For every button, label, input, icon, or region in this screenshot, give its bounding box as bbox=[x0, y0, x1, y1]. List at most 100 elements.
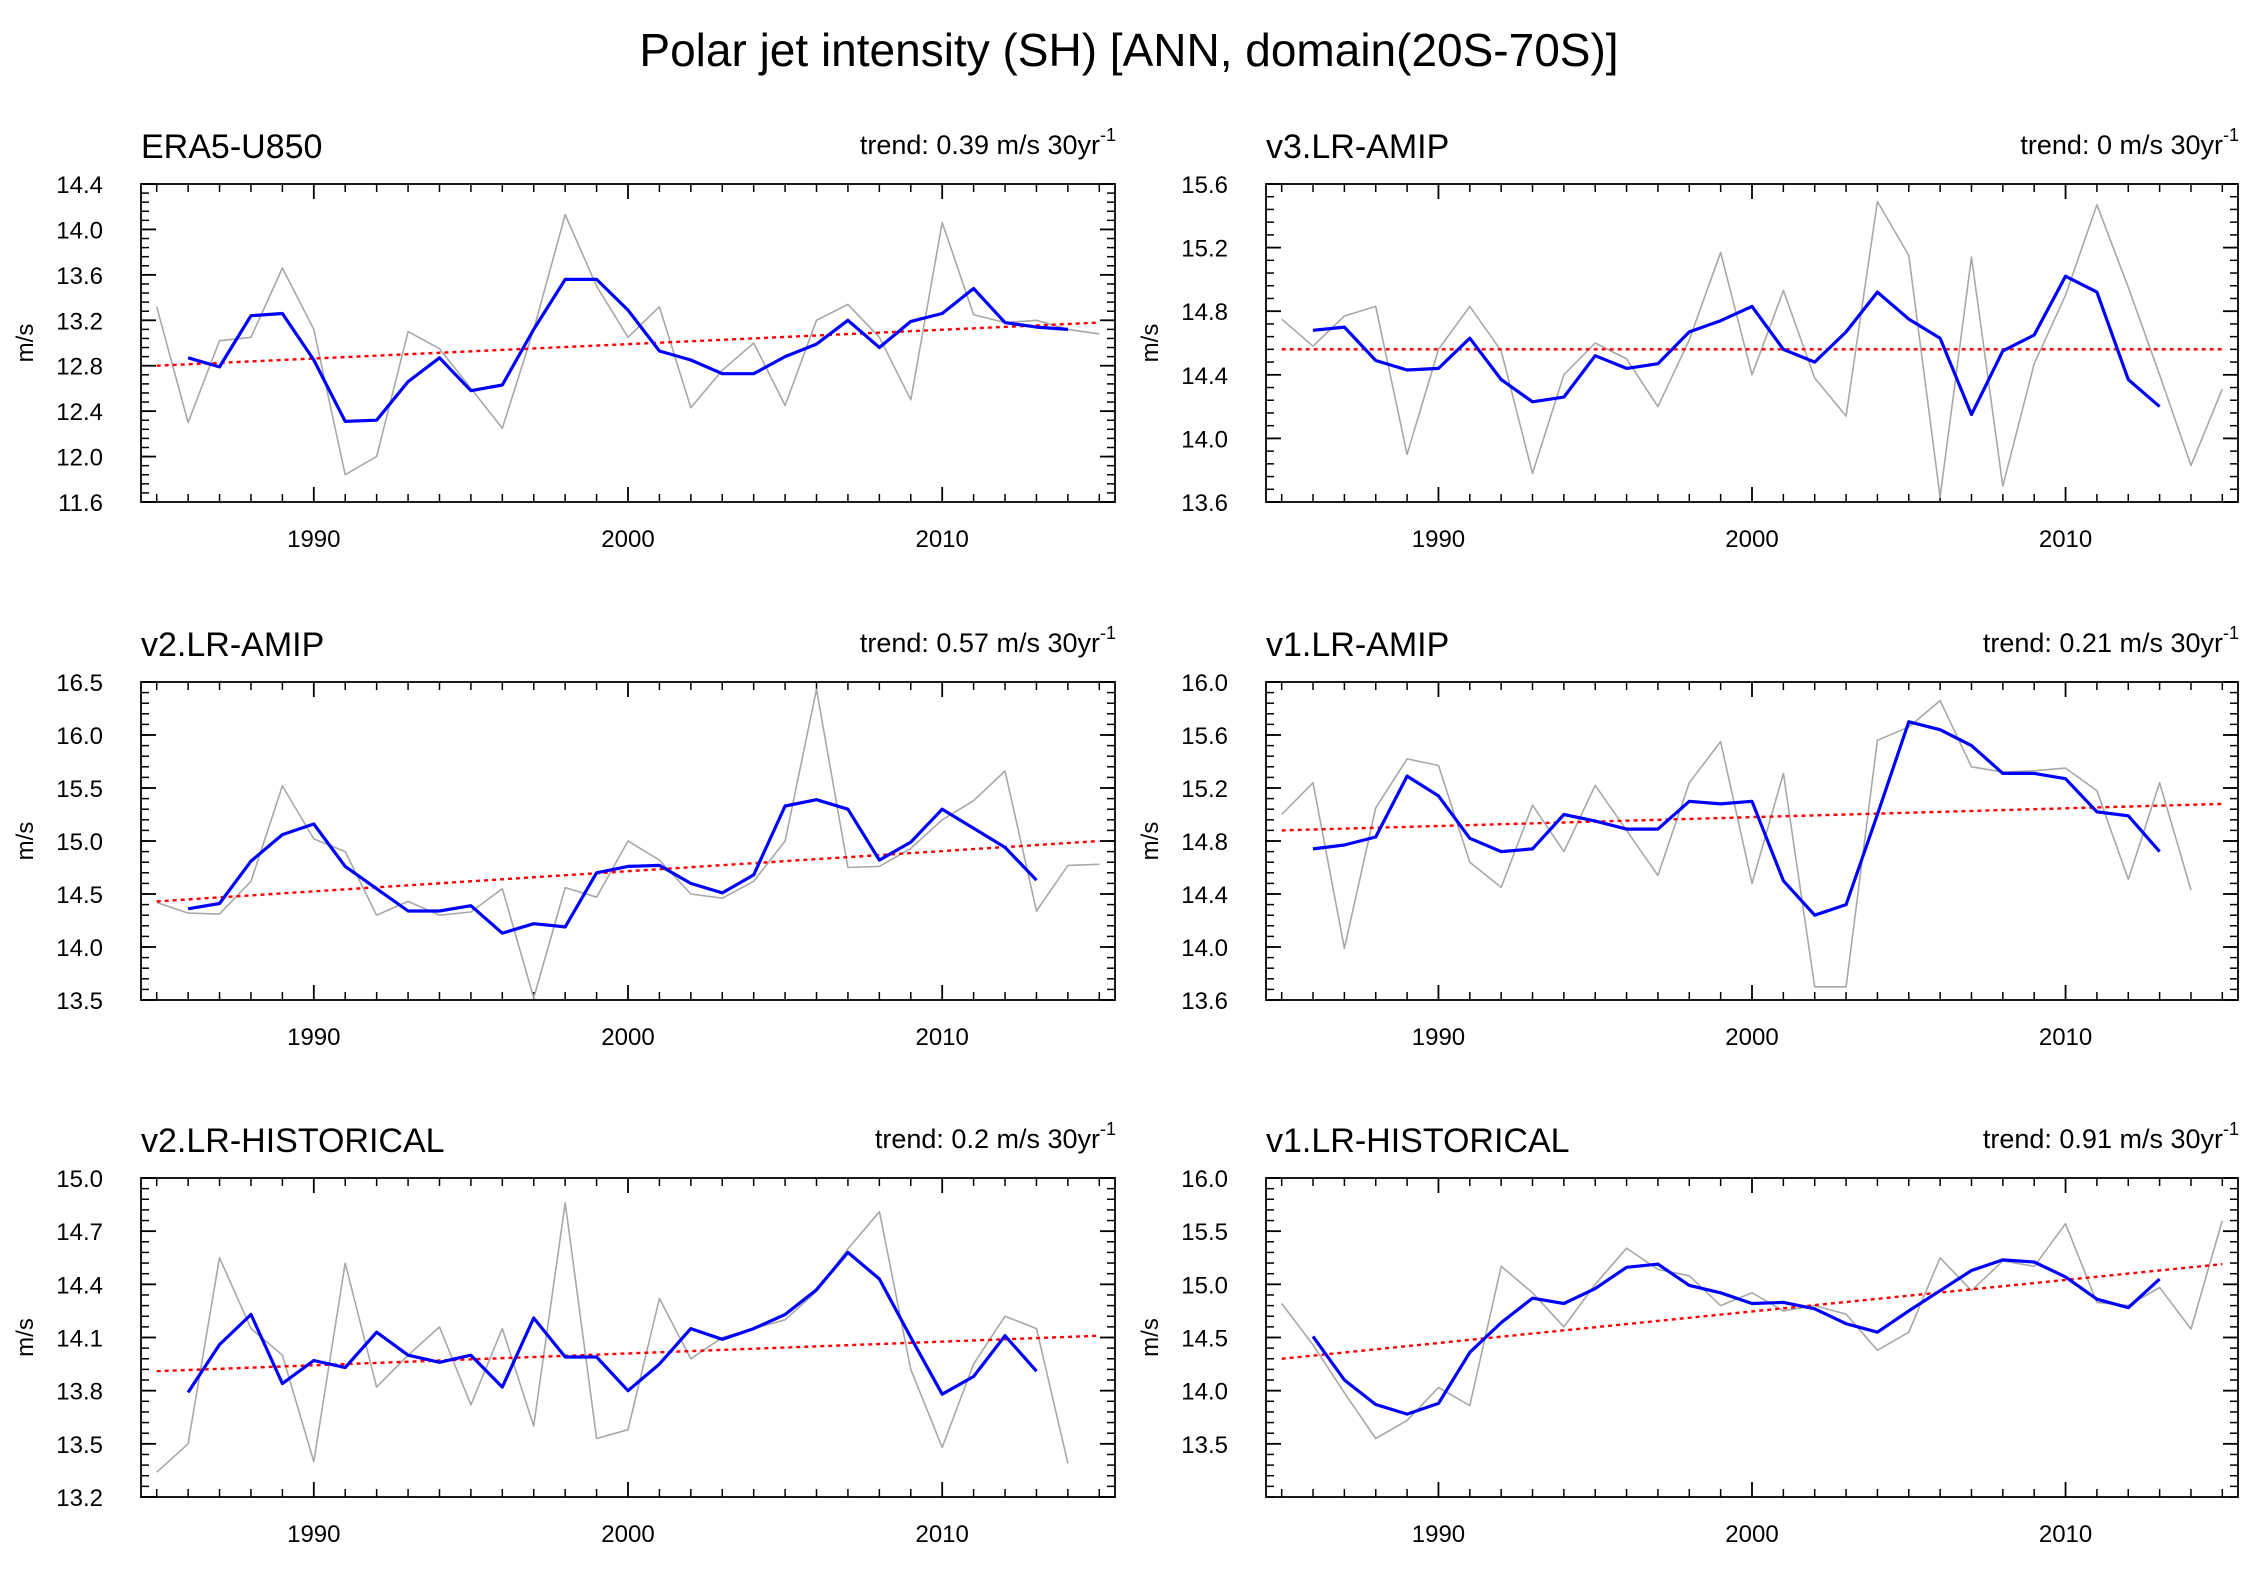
y-tick-label: 14.0 bbox=[56, 935, 103, 962]
x-tick-label: 1990 bbox=[287, 1521, 340, 1548]
panels-group: ERA5-U850 trend: 0.39 m/s 30yr -1m/s11.612… bbox=[12, 125, 2239, 1548]
y-tick-label: 12.8 bbox=[56, 354, 103, 381]
trend-label-exponent: -1 bbox=[2223, 1119, 2239, 1139]
y-tick-label: 15.2 bbox=[1181, 776, 1228, 803]
smoothed-series bbox=[187, 277, 1069, 423]
y-tick-label: 13.2 bbox=[56, 308, 103, 335]
x-tick-label: 1990 bbox=[1412, 1521, 1465, 1548]
y-tick-label: 16.5 bbox=[56, 670, 103, 697]
y-tick-label: 14.0 bbox=[56, 217, 103, 244]
plot-frame bbox=[140, 183, 1116, 503]
trend-label: trend: 0.91 m/s 30yr bbox=[1983, 1124, 2223, 1154]
y-tick-label: 15.6 bbox=[1181, 172, 1228, 199]
x-tick-label: 1990 bbox=[1412, 526, 1465, 553]
y-tick-label: 11.6 bbox=[58, 490, 103, 517]
plot-frame bbox=[140, 681, 1116, 1001]
plot-frame bbox=[140, 1177, 1116, 1498]
y-tick-label: 15.5 bbox=[56, 776, 103, 803]
x-tick-label: 2010 bbox=[2039, 1024, 2092, 1051]
trend-label: trend: 0.57 m/s 30yr bbox=[860, 628, 1100, 658]
x-tick-label: 2010 bbox=[2039, 526, 2092, 553]
x-tick-label: 2010 bbox=[915, 526, 968, 553]
y-tick-label: 13.5 bbox=[56, 988, 103, 1015]
smoothed-series bbox=[1312, 274, 2161, 417]
trend-label: trend: 0 m/s 30yr bbox=[2020, 130, 2223, 160]
trend-line bbox=[156, 321, 1100, 367]
y-axis-label: m/s bbox=[1137, 822, 1164, 861]
y-axis-label: m/s bbox=[12, 324, 39, 363]
trend-line bbox=[1281, 1262, 2223, 1360]
y-tick-label: 14.7 bbox=[56, 1219, 103, 1246]
trend-line bbox=[1281, 802, 2223, 832]
panel-title: v2.LR-AMIP bbox=[141, 626, 324, 664]
raw-annual-series bbox=[1281, 200, 2224, 498]
y-tick-label: 12.0 bbox=[56, 445, 103, 472]
chart-panel-5: v2.LR-HISTORICAL trend: 0.2 m/s 30yr -1 m/s… bbox=[12, 1119, 1116, 1548]
panel-title: v3.LR-AMIP bbox=[1266, 128, 1449, 166]
panel-title: v1.LR-HISTORICAL bbox=[1266, 1122, 1570, 1160]
chart-panel-4: v1.LR-AMIP trend: 0.21 m/s 30yr -1 m/s 13.6 1… bbox=[1137, 623, 2239, 1051]
chart-panel-1: ERA5-U850 trend: 0.39 m/s 30yr -1 m/s 11.6 12… bbox=[12, 125, 1116, 553]
raw-annual-series bbox=[1281, 1220, 2224, 1440]
panel-title: v1.LR-AMIP bbox=[1266, 626, 1449, 664]
trend-label: trend: 0.21 m/s 30yr bbox=[1983, 628, 2223, 658]
x-tick-label: 2000 bbox=[1725, 1024, 1778, 1051]
y-tick-label: 15.0 bbox=[56, 1166, 103, 1193]
y-tick-label: 13.2 bbox=[56, 1485, 103, 1512]
raw-annual-series bbox=[156, 688, 1100, 999]
trend-label-exponent: -1 bbox=[2223, 125, 2239, 145]
y-axis-label: m/s bbox=[1137, 324, 1164, 363]
y-tick-label: 15.6 bbox=[1181, 723, 1228, 750]
y-tick-label: 13.5 bbox=[56, 1432, 103, 1459]
plot-frame bbox=[1265, 183, 2239, 503]
chart-panel-6: v1.LR-HISTORICAL trend: 0.91 m/s 30yr -1 m/… bbox=[1137, 1119, 2239, 1548]
x-tick-label: 2000 bbox=[601, 526, 654, 553]
x-tick-label: 1990 bbox=[287, 526, 340, 553]
y-tick-label: 13.6 bbox=[56, 263, 103, 290]
raw-annual-series bbox=[1281, 699, 2192, 988]
y-tick-label: 14.5 bbox=[56, 882, 103, 909]
panel-title: ERA5-U850 bbox=[141, 128, 322, 166]
y-tick-label: 15.5 bbox=[1181, 1219, 1228, 1246]
chart-panel-2: v3.LR-AMIP trend: 0 m/s 30yr -1 m/s 13.6 14.0… bbox=[1137, 125, 2239, 553]
y-tick-label: 14.4 bbox=[1181, 363, 1228, 390]
y-axis-label: m/s bbox=[12, 822, 39, 861]
y-tick-label: 14.0 bbox=[1181, 935, 1228, 962]
x-tick-label: 2000 bbox=[1725, 526, 1778, 553]
y-axis-label: m/s bbox=[12, 1318, 39, 1357]
y-tick-label: 15.0 bbox=[56, 829, 103, 856]
trend-label-exponent: -1 bbox=[2223, 623, 2239, 643]
y-tick-label: 16.0 bbox=[1181, 1166, 1228, 1193]
smoothed-series bbox=[186, 1250, 1038, 1396]
y-tick-label: 15.2 bbox=[1181, 236, 1228, 263]
y-tick-label: 16.0 bbox=[56, 723, 103, 750]
figure-title: Polar jet intensity (SH) [ANN, domain(20… bbox=[639, 24, 1618, 76]
x-tick-label: 2000 bbox=[1725, 1521, 1778, 1548]
trend-line bbox=[156, 839, 1100, 903]
y-tick-label: 13.6 bbox=[1181, 490, 1228, 517]
y-tick-label: 13.6 bbox=[1181, 988, 1228, 1015]
x-tick-label: 2000 bbox=[601, 1024, 654, 1051]
smoothed-series bbox=[1311, 1258, 2161, 1416]
plot-frame bbox=[1265, 681, 2239, 1001]
y-tick-label: 14.4 bbox=[1181, 882, 1228, 909]
y-tick-label: 14.1 bbox=[56, 1326, 103, 1353]
x-tick-label: 2010 bbox=[2039, 1521, 2092, 1548]
raw-annual-series bbox=[155, 213, 1100, 476]
y-tick-label: 13.8 bbox=[56, 1379, 103, 1406]
trend-label-exponent: -1 bbox=[1100, 1119, 1116, 1139]
y-tick-label: 14.4 bbox=[56, 1272, 103, 1299]
trend-line bbox=[156, 1334, 1100, 1373]
trend-label: trend: 0.2 m/s 30yr bbox=[875, 1124, 1100, 1154]
raw-annual-series bbox=[156, 1202, 1069, 1473]
y-tick-label: 14.8 bbox=[1181, 299, 1228, 326]
x-tick-label: 1990 bbox=[1412, 1024, 1465, 1051]
x-tick-label: 1990 bbox=[287, 1024, 340, 1051]
trend-label-exponent: -1 bbox=[1100, 125, 1116, 145]
x-tick-label: 2010 bbox=[915, 1521, 968, 1548]
y-tick-label: 14.5 bbox=[1181, 1326, 1228, 1353]
y-tick-label: 14.0 bbox=[1181, 426, 1228, 453]
y-tick-label: 15.0 bbox=[1181, 1272, 1228, 1299]
y-tick-label: 13.5 bbox=[1181, 1432, 1228, 1459]
